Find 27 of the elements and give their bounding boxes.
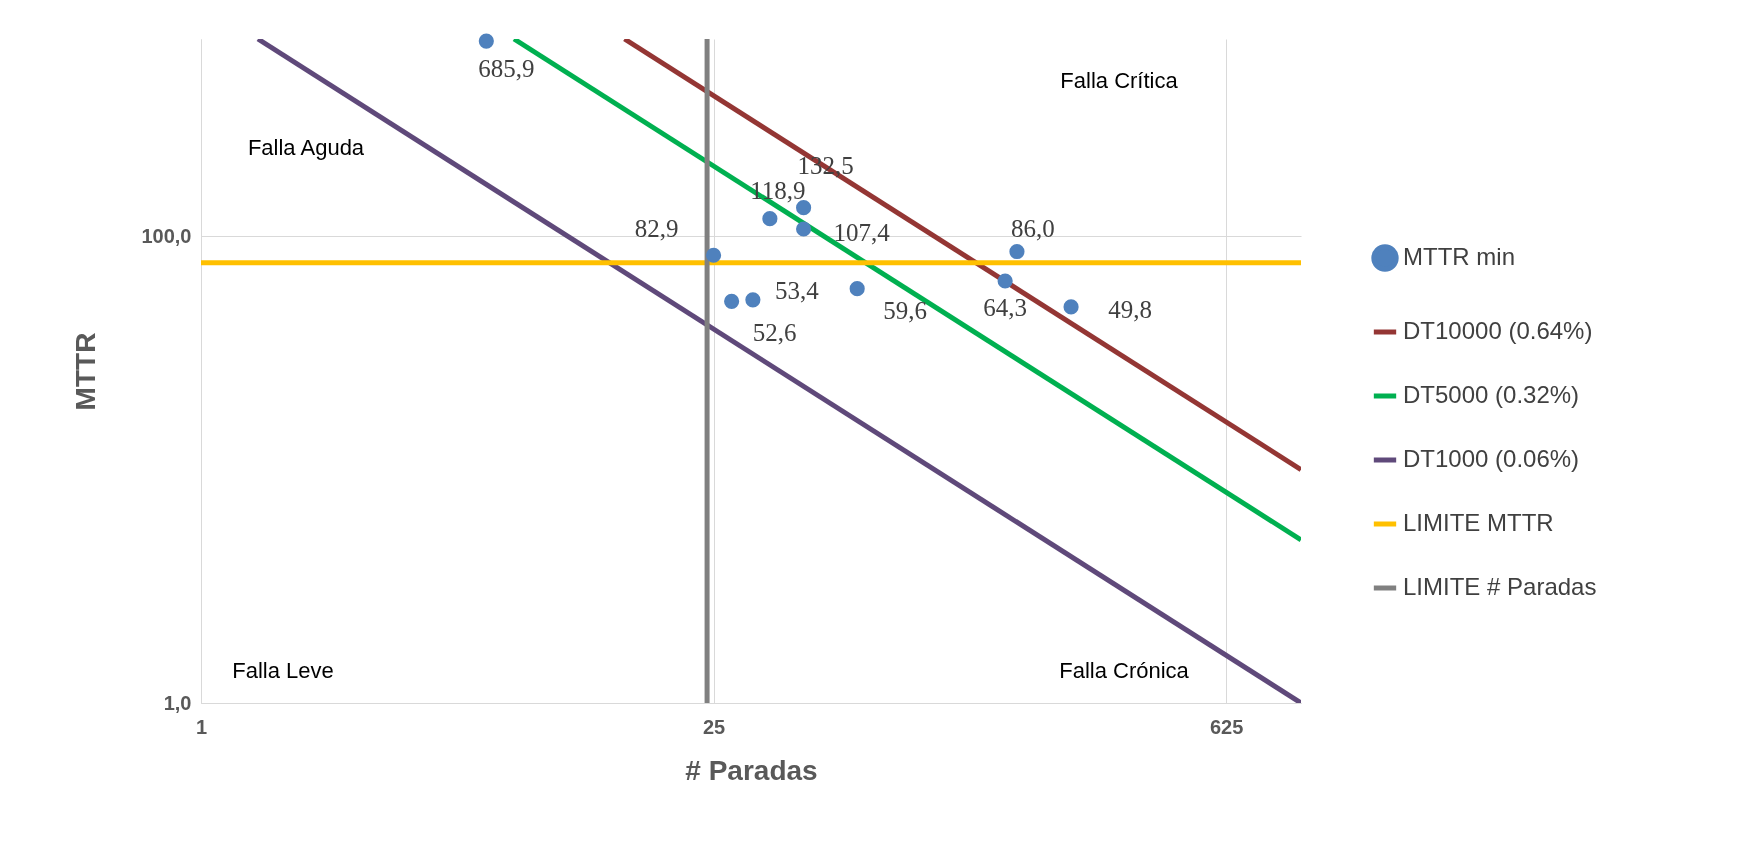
- y-tick-label: 100,0: [141, 224, 192, 247]
- legend-label: DT5000 (0.32%): [1403, 381, 1580, 408]
- data-label: 685,9: [478, 55, 535, 83]
- legend-label: DT10000 (0.64%): [1403, 317, 1593, 344]
- legend-label: MTTR min: [1403, 243, 1515, 270]
- x-tick-label: 625: [1209, 715, 1244, 738]
- y-tick-label: 1,0: [163, 691, 192, 714]
- annotation: Falla Aguda: [247, 135, 365, 160]
- annotation: Falla Crítica: [1060, 68, 1179, 93]
- x-tick-label: 25: [702, 715, 726, 738]
- x-tick-label: 1: [195, 715, 208, 738]
- data-label: 82,9: [634, 215, 679, 243]
- legend-label: LIMITE MTTR: [1403, 509, 1554, 536]
- data-label: 86,0: [1011, 214, 1055, 242]
- y-axis-title: MTTR: [70, 332, 102, 411]
- data-label: 107,4: [833, 219, 891, 246]
- data-label: 49,8: [1108, 295, 1152, 323]
- legend-label: DT1000 (0.06%): [1403, 445, 1580, 472]
- data-label: 64,3: [983, 293, 1028, 321]
- data-label: 52,6: [752, 319, 797, 347]
- data-label: 118,9: [750, 176, 806, 204]
- data-label: 53,4: [775, 276, 820, 304]
- data-label: 59,6: [883, 296, 928, 324]
- x-axis-title: # Paradas: [685, 754, 818, 786]
- annotation: Falla Leve: [232, 658, 334, 683]
- annotation: Falla Crónica: [1059, 658, 1190, 683]
- legend-label: LIMITE # Paradas: [1403, 573, 1597, 600]
